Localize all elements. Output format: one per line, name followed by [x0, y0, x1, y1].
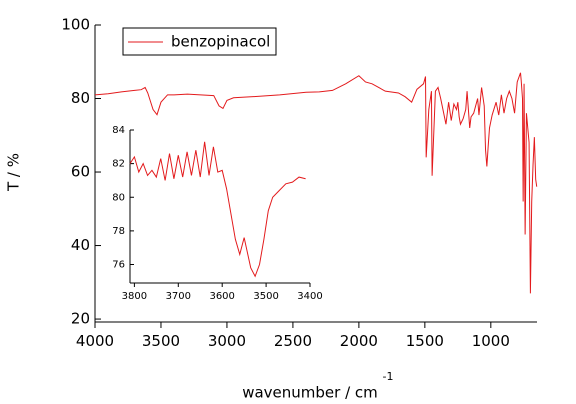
x-tick-label: 4000: [76, 332, 114, 350]
y-axis-label: T / %: [5, 153, 23, 192]
y-tick-label: 80: [112, 192, 125, 203]
y-tick-label: 76: [112, 260, 125, 271]
y-tick-label: 80: [71, 89, 90, 107]
x-tick-label: 3500: [253, 291, 278, 302]
x-tick-label: 3700: [166, 291, 191, 302]
x-tick-label: 3400: [297, 291, 322, 302]
y-tick-label: 100: [61, 16, 90, 34]
x-tick-label: 1000: [472, 332, 510, 350]
x-tick-label: 2500: [274, 332, 312, 350]
x-axis-label-sup: -1: [383, 370, 394, 383]
x-tick-label: 1500: [406, 332, 444, 350]
spectrum-line: [129, 141, 306, 278]
x-tick-label: 3600: [209, 291, 234, 302]
x-tick-label: 2000: [340, 332, 378, 350]
y-tick-label: 84: [112, 125, 125, 136]
y-tick-label: 60: [71, 163, 90, 181]
legend-label: benzopinacol: [171, 33, 270, 51]
y-tick-label: 82: [112, 159, 125, 170]
x-tick-label: 3800: [122, 291, 147, 302]
x-tick-label: 3000: [208, 332, 246, 350]
inset-background: [130, 130, 310, 283]
x-tick-label: 3500: [142, 332, 180, 350]
y-tick-label: 78: [112, 226, 125, 237]
y-tick-label: 40: [71, 236, 90, 254]
spectrum-line: [94, 72, 538, 294]
y-tick-label: 20: [71, 310, 90, 328]
x-axis-label: wavenumber / cm: [242, 384, 378, 402]
